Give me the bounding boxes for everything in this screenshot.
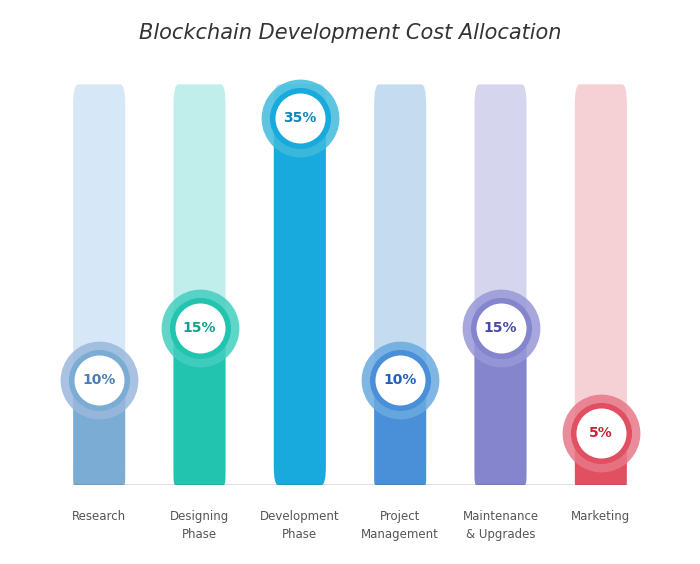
Text: Designing
Phase: Designing Phase <box>170 510 229 541</box>
Point <box>194 323 205 332</box>
Text: 5%: 5% <box>589 426 612 439</box>
Text: 10%: 10% <box>83 373 116 387</box>
FancyBboxPatch shape <box>274 85 326 485</box>
FancyBboxPatch shape <box>475 85 526 485</box>
Point <box>395 376 406 385</box>
Point <box>495 323 506 332</box>
Point <box>595 428 606 437</box>
FancyBboxPatch shape <box>274 118 326 485</box>
Point <box>395 376 406 385</box>
Text: Marketing: Marketing <box>571 510 631 523</box>
FancyBboxPatch shape <box>174 328 225 485</box>
FancyBboxPatch shape <box>374 380 426 485</box>
FancyBboxPatch shape <box>374 85 426 485</box>
Point <box>595 428 606 437</box>
Point <box>94 376 105 385</box>
FancyBboxPatch shape <box>575 85 626 485</box>
Point <box>294 113 305 122</box>
Point <box>495 323 506 332</box>
Point <box>495 323 506 332</box>
FancyBboxPatch shape <box>174 85 225 485</box>
Point <box>194 323 205 332</box>
FancyBboxPatch shape <box>575 433 626 485</box>
Point <box>194 323 205 332</box>
Point <box>294 113 305 122</box>
Text: Development
Phase: Development Phase <box>260 510 340 541</box>
Text: Maintenance
& Upgrades: Maintenance & Upgrades <box>463 510 538 541</box>
FancyBboxPatch shape <box>74 380 125 485</box>
Point <box>94 376 105 385</box>
FancyBboxPatch shape <box>74 85 125 485</box>
Text: 35%: 35% <box>283 111 316 125</box>
Text: Project
Management: Project Management <box>361 510 439 541</box>
Point <box>94 376 105 385</box>
FancyBboxPatch shape <box>475 328 526 485</box>
Text: Research: Research <box>72 510 126 523</box>
Point <box>595 428 606 437</box>
Point <box>395 376 406 385</box>
Text: 15%: 15% <box>183 321 216 334</box>
Text: 15%: 15% <box>484 321 517 334</box>
Text: 10%: 10% <box>384 373 417 387</box>
Point <box>294 113 305 122</box>
Text: Blockchain Development Cost Allocation: Blockchain Development Cost Allocation <box>139 23 561 43</box>
